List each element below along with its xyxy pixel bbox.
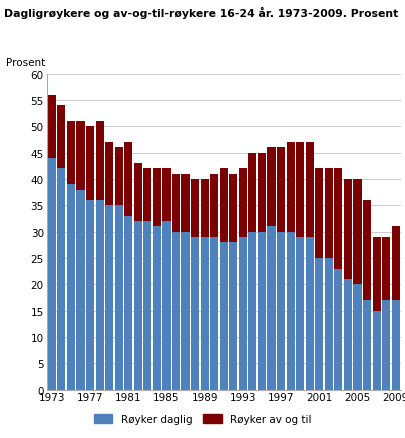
Bar: [287, 232, 295, 390]
Bar: [220, 243, 228, 390]
Bar: [86, 127, 94, 201]
Bar: [306, 237, 314, 390]
Bar: [210, 174, 218, 237]
Bar: [48, 159, 56, 390]
Bar: [143, 222, 151, 390]
Bar: [229, 243, 237, 390]
Bar: [96, 201, 104, 390]
Bar: [172, 232, 180, 390]
Bar: [248, 232, 256, 390]
Bar: [382, 237, 390, 300]
Bar: [162, 169, 171, 222]
Bar: [373, 237, 381, 311]
Bar: [296, 237, 304, 390]
Bar: [162, 222, 171, 390]
Bar: [58, 169, 66, 390]
Bar: [191, 237, 199, 390]
Bar: [382, 300, 390, 390]
Bar: [373, 311, 381, 390]
Bar: [200, 237, 209, 390]
Bar: [392, 300, 400, 390]
Bar: [354, 285, 362, 390]
Bar: [172, 174, 180, 232]
Bar: [248, 153, 256, 232]
Bar: [200, 180, 209, 237]
Bar: [58, 106, 66, 169]
Bar: [143, 169, 151, 222]
Bar: [67, 185, 75, 390]
Bar: [277, 232, 285, 390]
Bar: [267, 148, 275, 227]
Bar: [315, 258, 323, 390]
Bar: [392, 227, 400, 300]
Bar: [229, 174, 237, 243]
Bar: [105, 206, 113, 390]
Bar: [153, 169, 161, 227]
Bar: [77, 190, 85, 390]
Bar: [334, 269, 343, 390]
Bar: [220, 169, 228, 243]
Bar: [115, 206, 123, 390]
Bar: [77, 122, 85, 190]
Bar: [296, 143, 304, 237]
Bar: [181, 232, 190, 390]
Bar: [334, 169, 343, 269]
Bar: [115, 148, 123, 206]
Bar: [325, 169, 333, 258]
Bar: [134, 164, 142, 222]
Bar: [210, 237, 218, 390]
Bar: [344, 180, 352, 279]
Bar: [67, 122, 75, 185]
Bar: [124, 216, 132, 390]
Bar: [325, 258, 333, 390]
Bar: [96, 122, 104, 201]
Text: Dagligrøykere og av-og-til-røykere 16-24 år. 1973-2009. Prosent: Dagligrøykere og av-og-til-røykere 16-24…: [4, 7, 398, 19]
Bar: [363, 201, 371, 300]
Bar: [277, 148, 285, 232]
Bar: [344, 279, 352, 390]
Bar: [287, 143, 295, 232]
Bar: [239, 169, 247, 237]
Bar: [258, 232, 266, 390]
Bar: [191, 180, 199, 237]
Bar: [258, 153, 266, 232]
Bar: [363, 300, 371, 390]
Bar: [86, 201, 94, 390]
Bar: [267, 227, 275, 390]
Bar: [239, 237, 247, 390]
Bar: [181, 174, 190, 232]
Bar: [48, 95, 56, 159]
Legend: Røyker daglig, Røyker av og til: Røyker daglig, Røyker av og til: [90, 410, 315, 428]
Bar: [153, 227, 161, 390]
Text: Prosent: Prosent: [6, 58, 45, 68]
Bar: [354, 180, 362, 285]
Bar: [105, 143, 113, 206]
Bar: [315, 169, 323, 258]
Bar: [306, 143, 314, 237]
Bar: [134, 222, 142, 390]
Bar: [124, 143, 132, 216]
